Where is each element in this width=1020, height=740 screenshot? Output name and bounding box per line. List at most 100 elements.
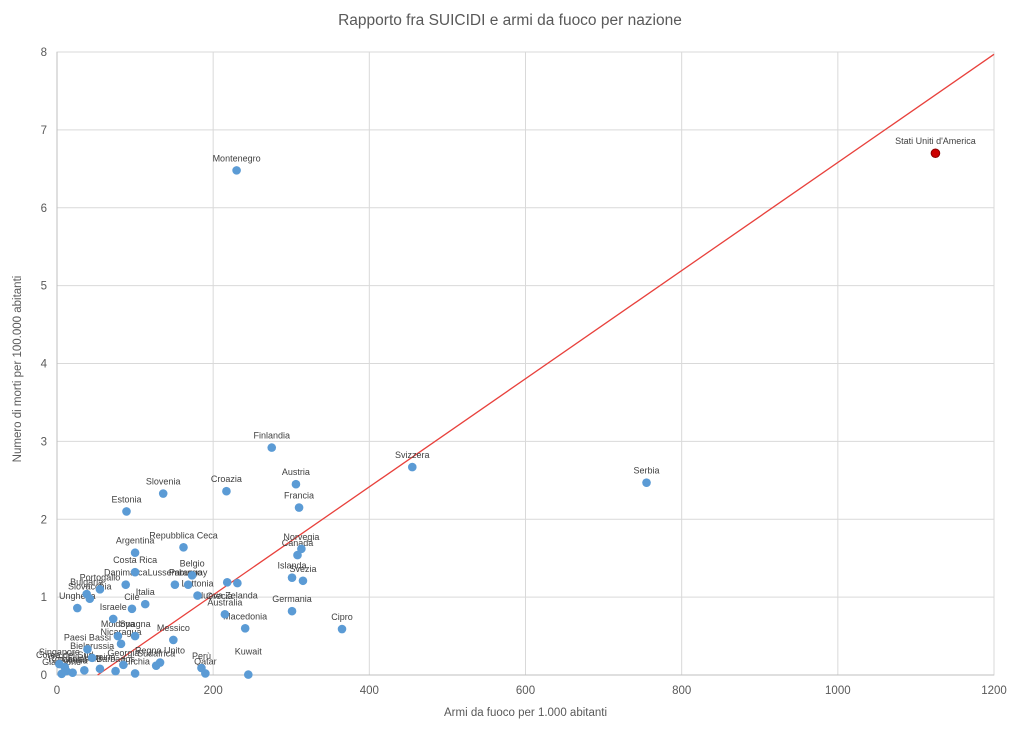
data-point[interactable] [130,567,140,577]
point-label: Corea del Sud [36,650,94,660]
data-point[interactable] [116,639,126,649]
data-point[interactable] [122,507,131,516]
data-point[interactable] [642,478,651,487]
point-label: Grecia [206,591,233,601]
point-label: Svizzera [395,450,430,460]
point-label: Argentina [116,536,155,546]
y-tick-label: 2 [41,514,47,526]
y-axis-title: Numero di morti per 100.000 abitanti [12,275,24,463]
y-tick-label: 5 [41,281,47,293]
point-label: Cipro [331,612,353,622]
point-label: Repubblica Ceca [149,530,218,540]
point-label: Costa Rica [113,555,157,565]
data-point[interactable] [87,653,97,663]
data-point[interactable] [130,631,140,641]
data-point[interactable] [267,443,277,452]
point-label: Belgio [180,558,205,568]
data-point[interactable] [73,603,82,613]
point-label: Singapore [39,647,80,657]
data-point[interactable] [113,631,123,641]
data-point[interactable] [294,503,304,512]
point-label: Nicaragua [101,627,142,637]
point-label: Finlandia [253,431,290,441]
data-point-highlight[interactable] [930,148,941,159]
point-label: Macedonia [223,611,267,621]
x-tick-label: 200 [204,685,223,697]
data-point[interactable] [287,606,297,616]
data-point[interactable] [179,542,188,552]
data-point[interactable] [140,599,150,609]
data-point[interactable] [95,585,105,594]
data-point[interactable] [57,669,66,679]
point-label: Lettonia [182,579,214,589]
data-point[interactable] [233,578,242,588]
point-label: Georgia [107,648,139,658]
point-label: Estonia [111,494,141,504]
x-tick-label: 400 [360,685,379,697]
data-point[interactable] [170,580,180,589]
data-point[interactable] [337,624,347,634]
data-point[interactable] [232,166,241,175]
data-point[interactable] [130,548,140,558]
point-label: Portogallo [80,572,121,582]
data-point[interactable] [158,489,168,498]
data-point[interactable] [85,594,95,603]
data-point[interactable] [287,573,297,582]
data-point[interactable] [244,670,253,679]
data-point[interactable] [95,664,105,674]
point-label: Danimarca [104,568,148,578]
point-label: Ungheria [59,591,96,601]
data-point[interactable] [169,635,178,645]
data-point[interactable] [83,645,92,654]
data-point[interactable] [121,580,131,589]
chart-title: Rapporto fra SUICIDI e armi da fuoco per… [338,12,682,29]
data-point[interactable] [222,486,231,496]
data-point[interactable] [127,604,137,614]
point-label: Australia [207,597,242,607]
point-label: Croazia [211,474,242,484]
point-label: Sudafrica [137,649,175,659]
y-tick-label: 4 [41,359,48,371]
y-tick-label: 7 [41,125,47,137]
point-label: Regno Unito [135,646,185,656]
point-label: Qatar [194,656,217,666]
point-label: Montenegro [213,153,261,163]
x-axis-title: Armi da fuoco per 1.000 abitanti [443,707,608,719]
point-label: Norvegia [283,532,319,542]
data-point[interactable] [240,623,250,633]
data-point[interactable] [201,669,210,678]
point-label: Slovacchia [68,582,112,592]
data-point[interactable] [187,571,197,580]
data-point[interactable] [108,614,118,624]
point-label: Islanda [278,561,307,571]
point-label: Cile [124,592,140,602]
data-point[interactable] [68,668,77,677]
point-label: Germania [272,594,312,604]
point-label: Moldova [101,619,135,629]
data-point[interactable] [222,578,232,587]
data-point[interactable] [111,666,120,676]
data-point[interactable] [151,661,161,670]
data-point[interactable] [298,576,308,586]
data-point[interactable] [407,462,417,472]
data-point[interactable] [220,609,230,619]
point-label: Kuwait [235,647,263,657]
x-tick-label: 1200 [981,685,1007,697]
data-point[interactable] [291,479,301,489]
point-label: Barbados [96,654,135,664]
point-label: Polonia [58,656,88,666]
point-label: Stati Uniti d'America [895,136,976,146]
point-label: Lussemburgo [148,568,203,578]
point-label: Bielorussia [70,641,114,651]
data-point[interactable] [297,544,306,554]
data-point[interactable] [119,660,128,670]
data-point[interactable] [80,666,89,675]
point-label: Filippine [68,653,102,663]
data-point[interactable] [193,591,202,600]
data-point[interactable] [130,669,140,678]
y-tick-label: 8 [41,47,47,59]
data-point[interactable] [183,580,193,589]
point-label: Italia [136,587,155,597]
data-point[interactable] [293,550,302,560]
